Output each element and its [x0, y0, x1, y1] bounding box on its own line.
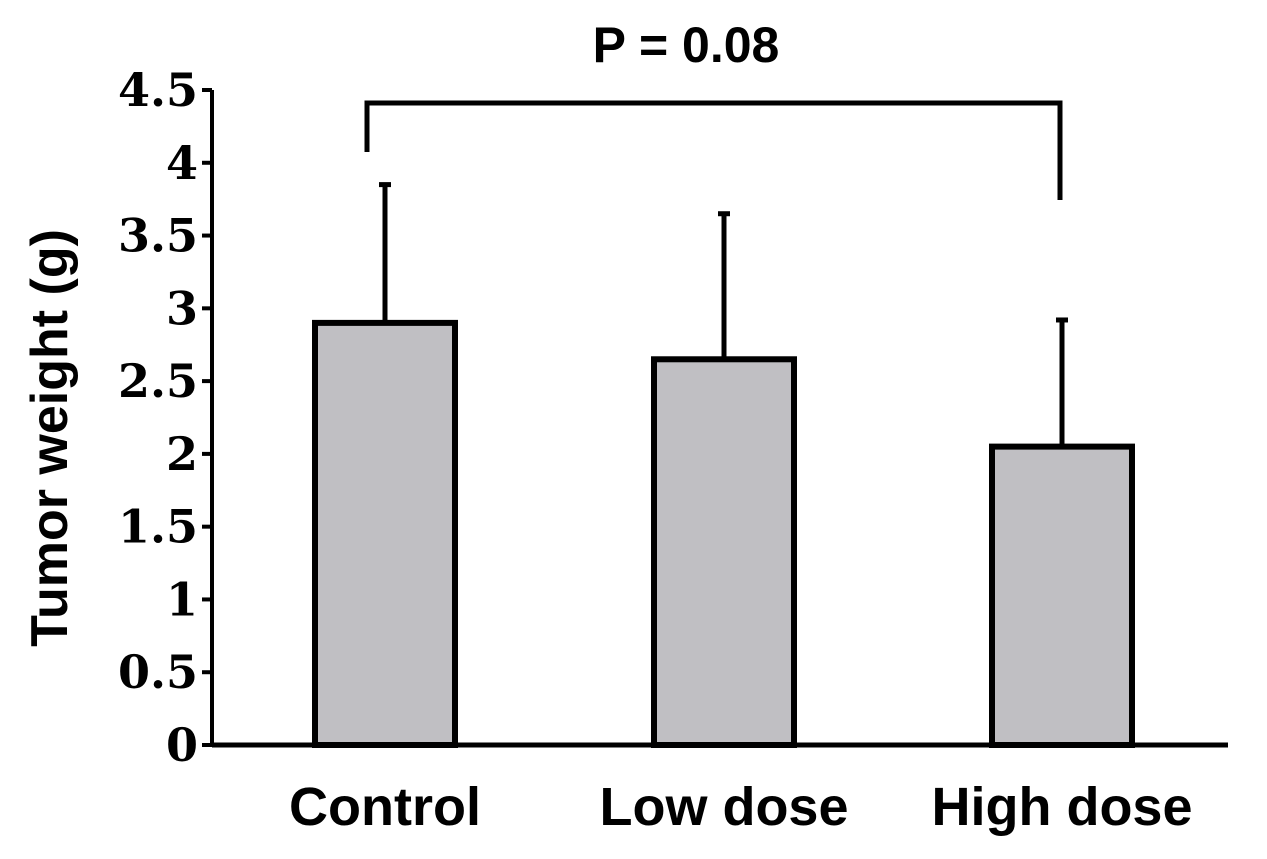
y-axis-label: Tumor weight (g): [21, 229, 79, 647]
error-bars: [379, 182, 1068, 447]
x-axis: Control Low dose High dose: [212, 742, 1228, 837]
y-tick-label: 2.5: [118, 354, 198, 408]
bar-low-dose: [651, 356, 797, 748]
y-tick-label: 0.5: [118, 645, 198, 699]
x-category-label: Control: [289, 777, 481, 837]
significance-bracket: [364, 100, 1063, 200]
y-tick-label: 1: [166, 572, 198, 626]
x-category-label: Low dose: [599, 777, 848, 837]
y-tick-label: 2: [166, 427, 198, 481]
y-tick-label: 4: [166, 136, 198, 190]
x-category-label: High dose: [931, 777, 1192, 837]
y-tick-label: 0: [166, 718, 198, 772]
y-tick-label: 1.5: [118, 500, 198, 554]
y-tick-label: 3.5: [118, 209, 198, 263]
bars: [312, 319, 1135, 748]
y-tick-label: 3: [166, 281, 198, 335]
p-value-label: P = 0.08: [593, 17, 780, 73]
significance-annotation: P = 0.08: [364, 17, 1063, 200]
y-axis: 0 0.5 1 1.5 2 2.5 3 3.5 4 4.5: [118, 63, 214, 772]
bar-high-dose: [989, 443, 1135, 748]
y-tick-label: 4.5: [118, 63, 198, 117]
bar-control: [312, 319, 458, 748]
